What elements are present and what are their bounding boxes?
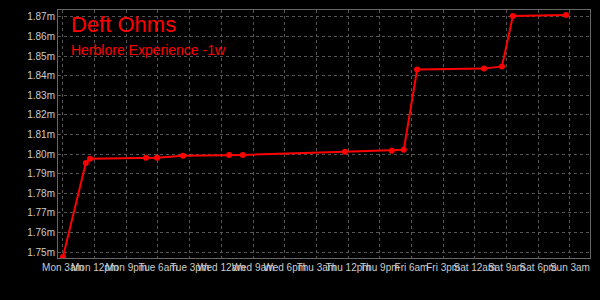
svg-text:Fri 3pm: Fri 3pm [426,262,460,273]
svg-text:1.79m: 1.79m [27,168,55,179]
svg-text:Herblore Experience -1w: Herblore Experience -1w [71,42,226,58]
svg-text:Tue 3pm: Tue 3pm [170,262,209,273]
svg-text:Sat 12am: Sat 12am [453,262,496,273]
svg-text:1.78m: 1.78m [27,188,55,199]
svg-text:1.87m: 1.87m [27,11,55,22]
svg-text:Sat 9am: Sat 9am [488,262,525,273]
svg-text:Deft Ohms: Deft Ohms [71,12,176,37]
svg-text:Wed 6pm: Wed 6pm [263,262,306,273]
svg-text:1.82m: 1.82m [27,109,55,120]
svg-text:Sun 3am: Sun 3am [550,262,590,273]
svg-text:1.83m: 1.83m [27,90,55,101]
svg-text:1.80m: 1.80m [27,149,55,160]
svg-text:Sat 6pm: Sat 6pm [520,262,557,273]
svg-text:1.86m: 1.86m [27,31,55,42]
svg-text:1.76m: 1.76m [27,227,55,238]
svg-text:Mon 12pm: Mon 12pm [71,262,118,273]
svg-text:Mon 9pm: Mon 9pm [105,262,147,273]
svg-text:Mon 3am: Mon 3am [42,262,84,273]
svg-text:Fri 6am: Fri 6am [395,262,429,273]
svg-text:1.75m: 1.75m [27,247,55,258]
svg-text:Wed 12am: Wed 12am [197,262,245,273]
svg-text:1.77m: 1.77m [27,207,55,218]
svg-text:Thu 9pm: Thu 9pm [360,262,399,273]
svg-text:1.85m: 1.85m [27,51,55,62]
svg-text:Thu 12pm: Thu 12pm [326,262,371,273]
svg-text:1.84m: 1.84m [27,70,55,81]
svg-text:Thu 3am: Thu 3am [297,262,336,273]
svg-text:Wed 9am: Wed 9am [232,262,275,273]
svg-text:Tue 6am: Tue 6am [138,262,177,273]
svg-text:1.81m: 1.81m [27,129,55,140]
